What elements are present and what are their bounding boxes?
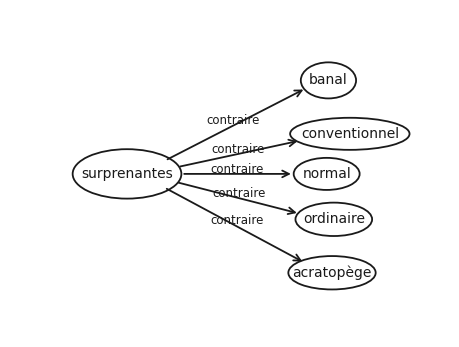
Text: acratopège: acratopège bbox=[291, 265, 371, 280]
Text: contraire: contraire bbox=[210, 214, 263, 227]
Text: surprenantes: surprenantes bbox=[81, 167, 173, 181]
Text: banal: banal bbox=[308, 73, 347, 87]
Text: contraire: contraire bbox=[206, 113, 259, 127]
Text: ordinaire: ordinaire bbox=[302, 212, 364, 226]
Text: conventionnel: conventionnel bbox=[300, 127, 398, 141]
Text: contraire: contraire bbox=[211, 143, 264, 155]
Text: contraire: contraire bbox=[210, 163, 263, 176]
Text: contraire: contraire bbox=[212, 187, 265, 200]
Text: normal: normal bbox=[302, 167, 350, 181]
